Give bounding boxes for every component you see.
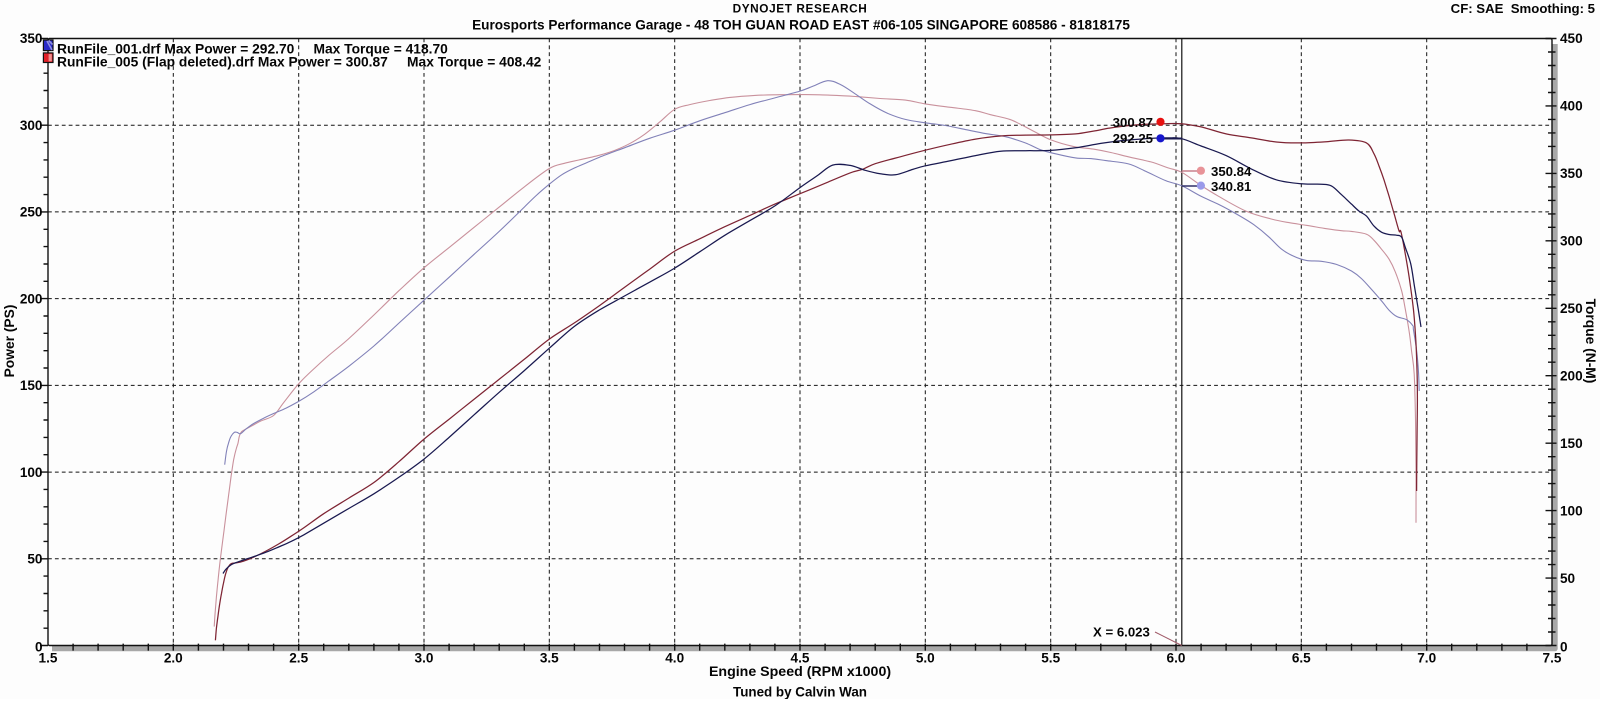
- svg-text:150: 150: [1560, 436, 1583, 451]
- svg-text:450: 450: [1560, 31, 1583, 46]
- svg-text:340.81: 340.81: [1211, 179, 1251, 194]
- svg-text:7.0: 7.0: [1417, 651, 1436, 666]
- svg-text:50: 50: [1560, 571, 1575, 586]
- svg-text:2.5: 2.5: [289, 651, 308, 666]
- svg-text:292.25: 292.25: [1113, 131, 1153, 146]
- svg-text:200: 200: [1560, 368, 1583, 383]
- svg-text:5.0: 5.0: [916, 651, 935, 666]
- svg-text:5.5: 5.5: [1041, 651, 1060, 666]
- svg-text:6.0: 6.0: [1167, 651, 1186, 666]
- svg-text:350: 350: [1560, 166, 1583, 181]
- svg-text:0: 0: [35, 640, 43, 655]
- svg-text:150: 150: [20, 378, 43, 393]
- svg-text:2.0: 2.0: [164, 651, 183, 666]
- svg-text:250: 250: [1560, 301, 1583, 316]
- svg-text:CF: SAE Smoothing: 5: CF: SAE Smoothing: 5: [1451, 1, 1595, 16]
- svg-text:4.5: 4.5: [791, 651, 810, 666]
- svg-text:Engine Speed (RPM x1000): Engine Speed (RPM x1000): [709, 664, 891, 680]
- svg-text:Eurosports Performance Garage: Eurosports Performance Garage - 48 TOH G…: [472, 18, 1130, 33]
- svg-text:1.5: 1.5: [39, 651, 58, 666]
- svg-text:0: 0: [1560, 640, 1568, 655]
- svg-text:DYNOJET RESEARCH: DYNOJET RESEARCH: [733, 2, 868, 16]
- svg-text:3.0: 3.0: [415, 651, 434, 666]
- svg-text:400: 400: [1560, 99, 1583, 114]
- svg-text:Tuned by Calvin Wan: Tuned by Calvin Wan: [733, 685, 867, 700]
- svg-text:300: 300: [1560, 234, 1583, 249]
- svg-text:RunFile_001.drf Max Power = 29: RunFile_001.drf Max Power = 292.70 Max T…: [57, 42, 448, 57]
- svg-text:RunFile_005 (Flap deleted).drf: RunFile_005 (Flap deleted).drf Max Power…: [57, 54, 542, 69]
- svg-text:350: 350: [20, 31, 43, 46]
- svg-text:6.5: 6.5: [1292, 651, 1311, 666]
- svg-text:350.84: 350.84: [1211, 164, 1252, 179]
- svg-text:200: 200: [20, 291, 43, 306]
- svg-text:4.0: 4.0: [665, 651, 684, 666]
- svg-text:250: 250: [20, 205, 43, 220]
- svg-text:7.5: 7.5: [1543, 651, 1562, 666]
- svg-text:Power (PS): Power (PS): [2, 305, 17, 378]
- svg-text:Torque (N-M): Torque (N-M): [1583, 299, 1598, 384]
- svg-text:100: 100: [1560, 503, 1583, 518]
- svg-text:50: 50: [27, 552, 42, 567]
- svg-text:300: 300: [20, 118, 43, 133]
- svg-text:3.5: 3.5: [540, 651, 559, 666]
- svg-text:X = 6.023: X = 6.023: [1093, 625, 1150, 640]
- svg-text:300.87: 300.87: [1113, 115, 1153, 130]
- svg-text:100: 100: [20, 465, 43, 480]
